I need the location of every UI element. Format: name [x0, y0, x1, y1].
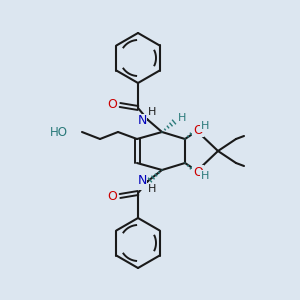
- Text: O: O: [193, 166, 203, 178]
- Text: HO: HO: [50, 125, 68, 139]
- Text: H: H: [178, 113, 186, 123]
- Text: H: H: [201, 121, 209, 131]
- Text: H: H: [148, 107, 156, 117]
- Text: H: H: [148, 184, 156, 194]
- Text: O: O: [193, 124, 203, 136]
- Text: O: O: [107, 98, 117, 112]
- Text: N: N: [137, 115, 147, 128]
- Text: N: N: [137, 173, 147, 187]
- Text: H: H: [201, 171, 209, 181]
- Text: O: O: [107, 190, 117, 202]
- Text: H: H: [138, 179, 146, 189]
